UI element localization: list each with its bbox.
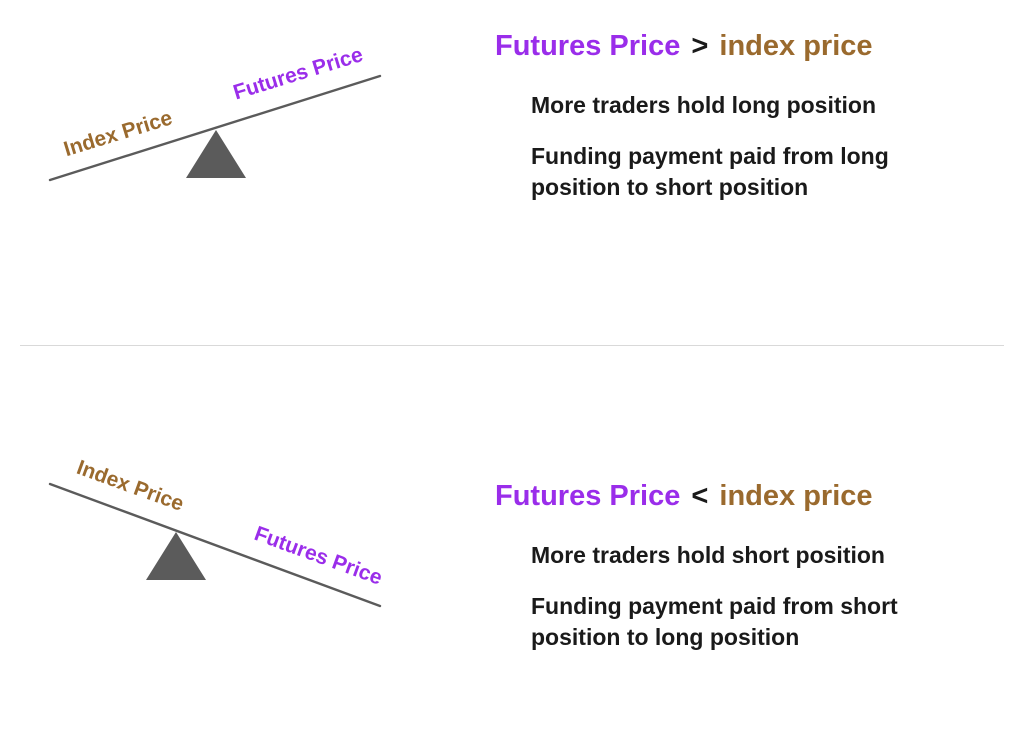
label-index-price-bottom: Index Price: [74, 456, 187, 516]
heading-top-operator: >: [688, 30, 711, 62]
text-block-top: Futures Price > index price More traders…: [495, 28, 995, 223]
seesaw-bottom: Index Price Futures Price: [20, 430, 420, 690]
fulcrum-top: [186, 130, 246, 178]
seesaw-bottom-svg: Index Price Futures Price: [20, 430, 420, 690]
bullet-top-1: More traders hold long position: [531, 90, 961, 121]
heading-top: Futures Price > index price: [495, 28, 995, 64]
seesaw-top: Index Price Futures Price: [20, 20, 420, 280]
heading-bottom-futures: Futures Price: [495, 480, 680, 512]
heading-top-futures: Futures Price: [495, 30, 680, 62]
beam-bottom: [50, 484, 380, 606]
divider: [20, 345, 1004, 346]
bullet-bottom-1: More traders hold short position: [531, 540, 961, 571]
text-block-bottom: Futures Price < index price More traders…: [495, 478, 995, 673]
bullet-top-2: Funding payment paid from long position …: [531, 141, 961, 203]
label-futures-price-top: Futures Price: [231, 43, 366, 104]
heading-bottom-index: index price: [719, 480, 872, 512]
heading-bottom: Futures Price < index price: [495, 478, 995, 514]
label-index-price-top: Index Price: [61, 106, 175, 161]
bullets-bottom: More traders hold short position Funding…: [495, 540, 995, 653]
seesaw-top-svg: Index Price Futures Price: [20, 20, 420, 280]
bullets-top: More traders hold long position Funding …: [495, 90, 995, 203]
heading-top-index: index price: [719, 30, 872, 62]
bullet-bottom-2: Funding payment paid from short position…: [531, 591, 961, 653]
label-futures-price-bottom: Futures Price: [251, 522, 385, 590]
panel-bottom: Index Price Futures Price Futures Price …: [0, 400, 1024, 730]
panel-top: Index Price Futures Price Futures Price …: [0, 0, 1024, 300]
heading-bottom-operator: <: [688, 480, 711, 512]
